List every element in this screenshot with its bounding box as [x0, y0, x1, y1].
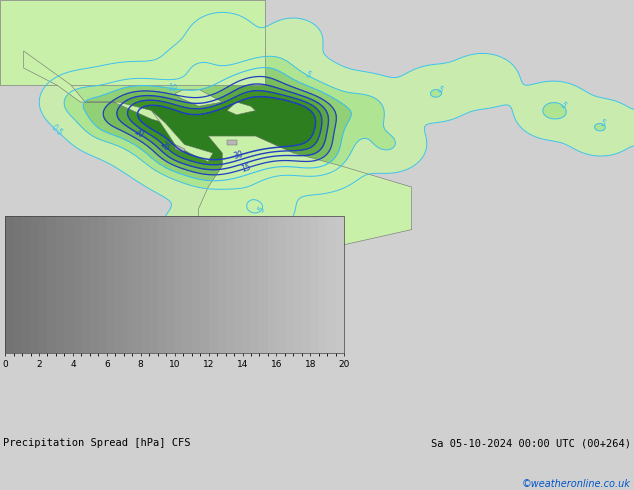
Text: Precipitation Spread [hPa] CFS: Precipitation Spread [hPa] CFS	[3, 438, 191, 448]
Text: Sa 05-10-2024 00:00 UTC (00+264): Sa 05-10-2024 00:00 UTC (00+264)	[431, 438, 631, 448]
Polygon shape	[227, 140, 236, 145]
Text: ©weatheronline.co.uk: ©weatheronline.co.uk	[522, 479, 631, 489]
Text: 5: 5	[436, 85, 444, 96]
Polygon shape	[198, 136, 411, 272]
Polygon shape	[227, 102, 256, 115]
Text: 5: 5	[303, 70, 312, 80]
Text: 30: 30	[233, 149, 245, 161]
Text: 20: 20	[132, 127, 145, 140]
Text: 10: 10	[167, 83, 178, 94]
Text: 0.5: 0.5	[49, 123, 64, 138]
Polygon shape	[152, 111, 213, 162]
Polygon shape	[175, 89, 223, 106]
Polygon shape	[23, 51, 165, 123]
Text: 5: 5	[257, 205, 267, 214]
Polygon shape	[175, 145, 184, 153]
Text: 25: 25	[158, 140, 172, 153]
Text: 15: 15	[240, 162, 252, 174]
Text: 5: 5	[558, 100, 567, 111]
FancyBboxPatch shape	[0, 0, 265, 85]
Text: 5: 5	[598, 119, 606, 129]
